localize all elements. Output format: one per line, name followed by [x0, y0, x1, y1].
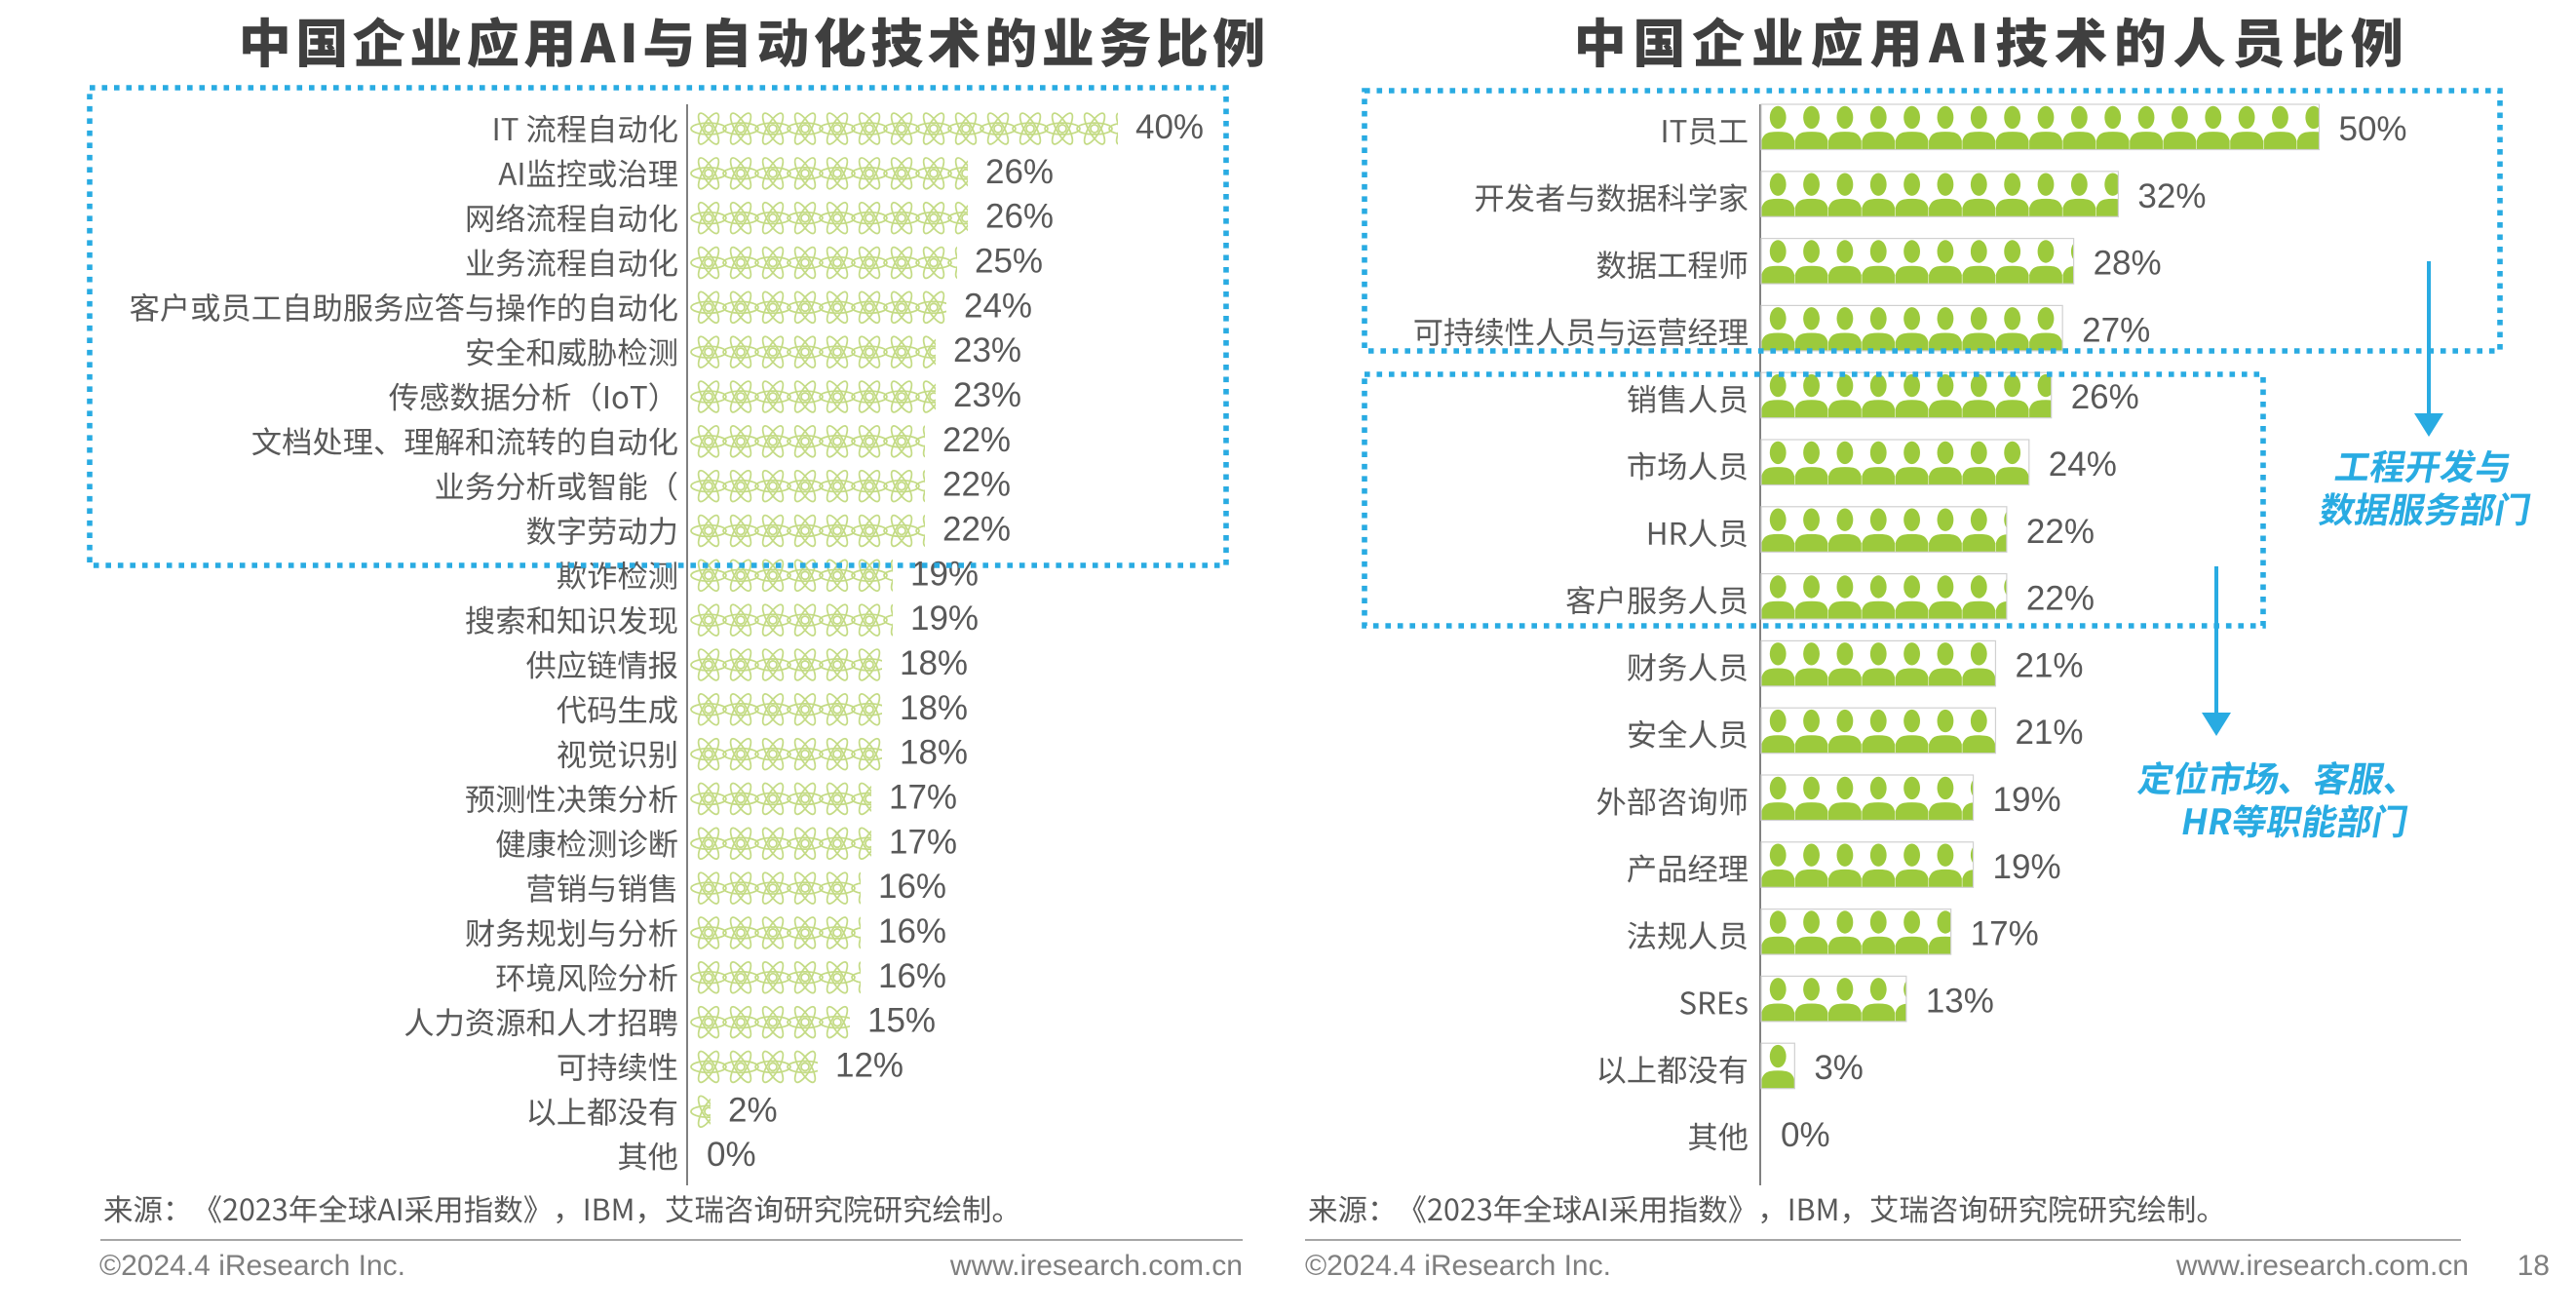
svg-text:26%: 26% — [985, 198, 1054, 236]
svg-text:22%: 22% — [2026, 580, 2095, 618]
svg-text:0%: 0% — [707, 1136, 756, 1174]
svg-text:32%: 32% — [2137, 177, 2206, 215]
svg-text:22%: 22% — [942, 421, 1011, 459]
svg-text:24%: 24% — [2049, 445, 2117, 483]
svg-text:16%: 16% — [878, 957, 946, 995]
svg-text:21%: 21% — [2015, 646, 2083, 684]
svg-text:©2024.4 iResearch Inc.: ©2024.4 iResearch Inc. — [1305, 1250, 1611, 1282]
svg-text:16%: 16% — [878, 868, 946, 906]
svg-text:21%: 21% — [2015, 714, 2083, 752]
svg-text:©2024.4 iResearch Inc.: ©2024.4 iResearch Inc. — [99, 1250, 405, 1282]
svg-text:18%: 18% — [900, 734, 968, 772]
svg-text:17%: 17% — [1971, 915, 2039, 953]
svg-text:22%: 22% — [942, 466, 1011, 504]
svg-text:22%: 22% — [942, 510, 1011, 548]
svg-text:2%: 2% — [728, 1091, 778, 1129]
svg-text:27%: 27% — [2082, 311, 2150, 349]
svg-text:28%: 28% — [2094, 245, 2162, 283]
svg-text:www.iresearch.com.cn: www.iresearch.com.cn — [2175, 1250, 2469, 1282]
svg-text:50%: 50% — [2339, 110, 2407, 148]
svg-text:25%: 25% — [975, 242, 1043, 280]
svg-text:18%: 18% — [900, 689, 968, 727]
svg-text:16%: 16% — [878, 912, 946, 950]
svg-text:24%: 24% — [964, 287, 1032, 325]
svg-text:23%: 23% — [953, 331, 1021, 369]
svg-text:3%: 3% — [1814, 1049, 1864, 1087]
svg-text:17%: 17% — [889, 778, 957, 816]
svg-text:40%: 40% — [1135, 108, 1204, 146]
svg-text:19%: 19% — [1993, 848, 2061, 886]
svg-text:23%: 23% — [953, 376, 1021, 414]
svg-text:19%: 19% — [910, 555, 979, 593]
svg-text:12%: 12% — [835, 1046, 904, 1084]
svg-text:13%: 13% — [1926, 982, 1994, 1020]
svg-text:0%: 0% — [1781, 1116, 1830, 1154]
svg-text:26%: 26% — [985, 153, 1054, 191]
svg-text:19%: 19% — [910, 599, 979, 638]
svg-text:19%: 19% — [1993, 781, 2061, 819]
svg-text:18: 18 — [2518, 1250, 2550, 1282]
svg-text:26%: 26% — [2071, 378, 2139, 416]
svg-text:22%: 22% — [2026, 513, 2095, 551]
svg-text:17%: 17% — [889, 823, 957, 861]
svg-text:15%: 15% — [867, 1002, 936, 1040]
svg-text:18%: 18% — [900, 644, 968, 682]
svg-text:www.iresearch.com.cn: www.iresearch.com.cn — [949, 1250, 1243, 1282]
